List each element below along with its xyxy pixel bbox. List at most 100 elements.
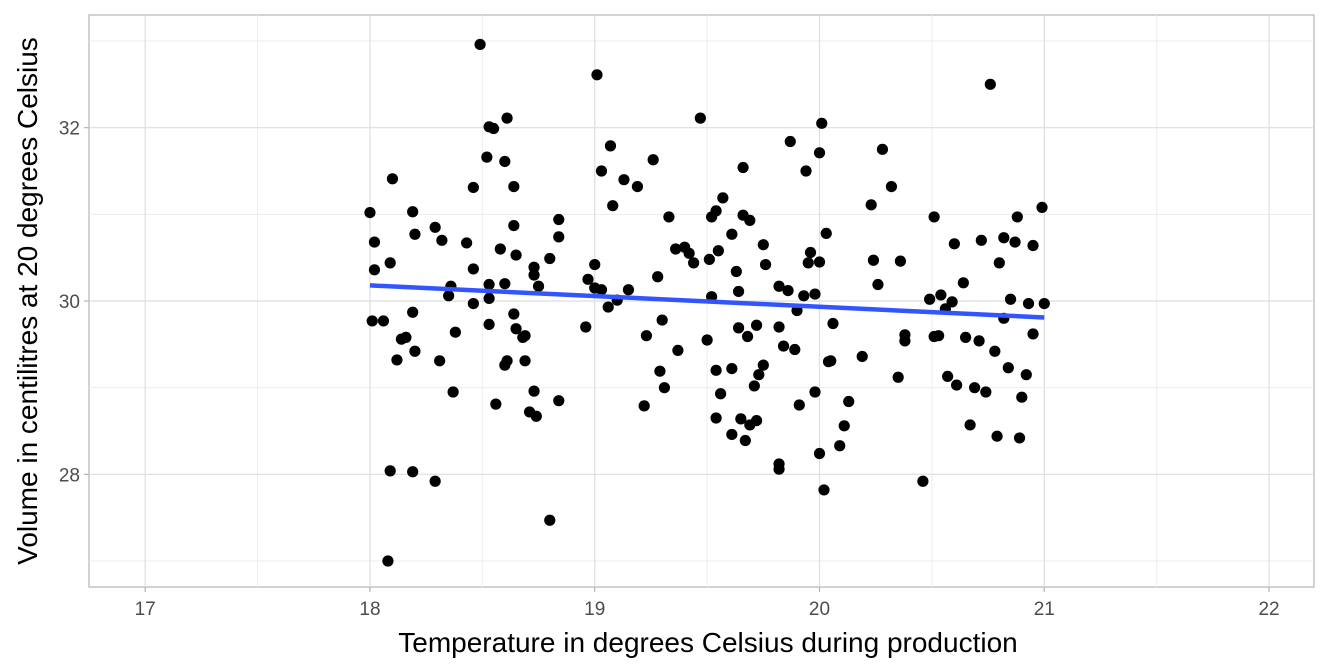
data-point <box>773 280 785 292</box>
data-point <box>757 239 769 251</box>
data-point <box>1020 369 1032 381</box>
x-tick-label: 17 <box>135 599 156 620</box>
data-point <box>793 399 805 411</box>
data-point <box>582 273 594 285</box>
data-point <box>838 420 850 432</box>
data-point <box>1002 362 1014 374</box>
data-points <box>364 38 1050 567</box>
data-point <box>777 340 790 352</box>
data-point <box>1027 328 1039 340</box>
data-point <box>467 263 479 275</box>
data-point <box>715 388 727 400</box>
data-point <box>865 199 877 211</box>
data-point <box>813 147 826 159</box>
trend-line <box>369 283 1045 320</box>
data-point <box>407 306 419 318</box>
data-point <box>519 330 531 342</box>
data-point <box>483 318 495 330</box>
data-point <box>948 238 960 250</box>
data-point <box>924 293 936 305</box>
data-point <box>366 315 378 327</box>
data-point <box>447 386 459 398</box>
data-point <box>737 161 749 174</box>
data-point <box>499 155 511 168</box>
data-point <box>467 298 479 310</box>
data-point <box>508 181 520 193</box>
data-point <box>730 265 742 278</box>
data-point <box>732 322 745 334</box>
data-point <box>741 330 754 343</box>
data-point <box>654 365 666 377</box>
data-point <box>631 181 644 193</box>
data-point <box>750 415 763 427</box>
data-point <box>816 117 828 129</box>
data-point <box>467 181 479 194</box>
data-point <box>928 211 940 223</box>
data-point <box>802 257 814 269</box>
data-point <box>510 249 522 261</box>
y-axis-title: Volume in centilitres at 20 degrees Cels… <box>12 37 43 565</box>
data-point <box>998 232 1010 244</box>
y-tick-label: 30 <box>59 292 80 313</box>
data-point <box>434 355 446 367</box>
data-point <box>872 278 884 291</box>
data-point <box>917 475 929 487</box>
data-point <box>1009 236 1021 248</box>
data-point <box>429 221 441 233</box>
x-tick-label: 22 <box>1258 599 1279 620</box>
data-point <box>701 334 713 346</box>
data-point <box>544 514 556 526</box>
data-point <box>773 463 785 475</box>
data-point <box>710 364 722 376</box>
data-point <box>957 277 969 289</box>
data-point <box>892 371 904 383</box>
data-point <box>726 363 738 375</box>
data-point <box>856 350 868 363</box>
data-point <box>710 205 722 217</box>
data-point <box>712 245 724 257</box>
data-point <box>789 343 801 356</box>
data-point <box>528 385 540 397</box>
data-point <box>757 359 769 371</box>
data-point <box>409 345 421 357</box>
data-point <box>409 228 421 240</box>
data-point <box>710 412 722 424</box>
data-point <box>688 257 700 269</box>
data-point <box>595 165 608 177</box>
data-point <box>429 475 441 487</box>
data-point <box>1022 298 1035 310</box>
data-point <box>487 122 500 135</box>
data-point <box>607 200 619 212</box>
data-point <box>1016 391 1028 403</box>
data-point <box>834 440 846 452</box>
data-point <box>508 308 520 320</box>
data-point <box>544 252 556 265</box>
minor-gridlines <box>89 15 1314 587</box>
data-point <box>436 234 448 246</box>
data-point <box>739 434 751 447</box>
data-point <box>490 398 502 410</box>
x-tick-label: 21 <box>1034 599 1055 620</box>
data-point <box>658 382 671 394</box>
data-point <box>991 430 1003 442</box>
data-point <box>813 447 826 460</box>
data-point <box>528 261 540 273</box>
data-point <box>798 290 810 302</box>
data-point <box>899 335 911 347</box>
data-point <box>530 410 542 422</box>
x-axis-title: Temperature in degrees Celsius during pr… <box>398 627 1017 658</box>
data-point <box>501 112 513 124</box>
data-point <box>553 395 565 407</box>
data-point <box>672 344 684 356</box>
data-point <box>717 192 729 204</box>
data-point <box>364 207 376 219</box>
data-point <box>580 321 592 333</box>
data-point <box>499 278 511 290</box>
data-point <box>1027 239 1039 252</box>
data-point <box>638 400 650 412</box>
data-point <box>494 243 506 255</box>
data-point <box>683 247 695 259</box>
data-point <box>968 382 981 394</box>
data-point <box>528 269 540 281</box>
